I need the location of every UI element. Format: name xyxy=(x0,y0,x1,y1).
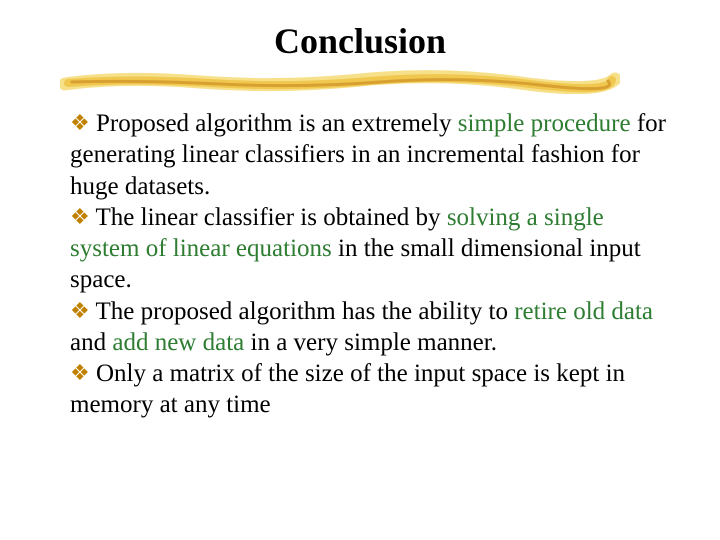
body-text: ❖ Proposed algorithm is an extremely sim… xyxy=(70,108,670,421)
title-underline-brush xyxy=(60,70,620,94)
page-title: Conclusion xyxy=(0,20,720,62)
diamond-bullet-icon: ❖ xyxy=(70,110,90,135)
diamond-bullet-icon: ❖ xyxy=(70,204,90,229)
bullet-3-post: in a very simple manner. xyxy=(244,329,497,356)
bullet-3-highlight-1: retire old data xyxy=(514,298,653,325)
bullet-3-highlight-2: add new data xyxy=(112,329,244,356)
bullet-1-highlight-1: simple procedure xyxy=(458,110,631,137)
diamond-bullet-icon: ❖ xyxy=(70,360,90,385)
bullet-1-pre: Proposed algorithm is an extremely xyxy=(90,110,458,137)
diamond-bullet-icon: ❖ xyxy=(70,298,90,323)
bullet-2-pre: The linear classifier is obtained by xyxy=(90,204,447,231)
bullet-3-mid: and xyxy=(70,329,112,356)
bullet-3-pre: The proposed algorithm has the ability t… xyxy=(90,298,514,325)
bullet-4-pre: Only a matrix of the size of the input s… xyxy=(70,360,625,418)
slide: Conclusion ❖ Proposed algorithm is an ex… xyxy=(0,0,720,540)
